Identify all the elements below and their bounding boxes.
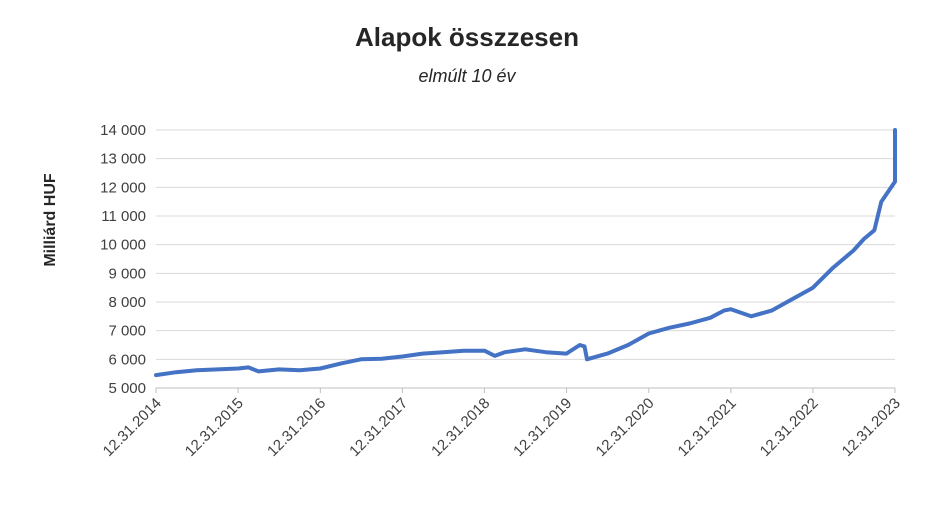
x-tick-label: 12.31.2019	[510, 395, 575, 460]
y-tick-label: 8 000	[108, 294, 146, 311]
x-tick-label: 12.31.2022	[757, 395, 822, 460]
x-tick-label: 12.31.2015	[182, 395, 247, 460]
x-tick-label: 12.31.2017	[346, 395, 411, 460]
x-tick-label: 12.31.2023	[839, 395, 904, 460]
x-tick-label: 12.31.2021	[675, 395, 740, 460]
y-tick-label: 9 000	[108, 265, 146, 282]
y-axis-label: Milliárd HUF	[42, 173, 59, 267]
y-tick-label: 11 000	[101, 208, 146, 225]
y-tick-label: 12 000	[100, 179, 146, 196]
y-tick-label: 6 000	[108, 351, 146, 368]
y-tick-label: 7 000	[108, 323, 146, 340]
grid	[156, 129, 895, 360]
x-tick-label: 12.31.2014	[100, 395, 165, 460]
y-tick-label: 10 000	[100, 237, 146, 254]
series-line	[154, 128, 897, 378]
chart-title: Alapok összzesen	[355, 22, 579, 52]
x-tick-label: 12.31.2020	[593, 395, 658, 460]
y-axis-ticks: 5 000 6 000 7 000 8 000 9 000 10 000 11 000 12 …	[100, 122, 146, 397]
x-tick-label: 12.31.2016	[264, 395, 329, 460]
series-group	[154, 128, 897, 378]
y-tick-label: 13 000	[100, 151, 146, 168]
x-axis-ticks: 12.31.2014 12.31.2015 12.31.2016 12.31.2017…	[100, 395, 904, 460]
x-axis	[155, 387, 896, 393]
chart-subtitle: elmúlt 10 év	[418, 66, 516, 86]
y-tick-label: 5 000	[108, 380, 146, 397]
y-tick-label: 14 000	[100, 122, 146, 139]
x-tick-label: 12.31.2018	[428, 395, 493, 460]
